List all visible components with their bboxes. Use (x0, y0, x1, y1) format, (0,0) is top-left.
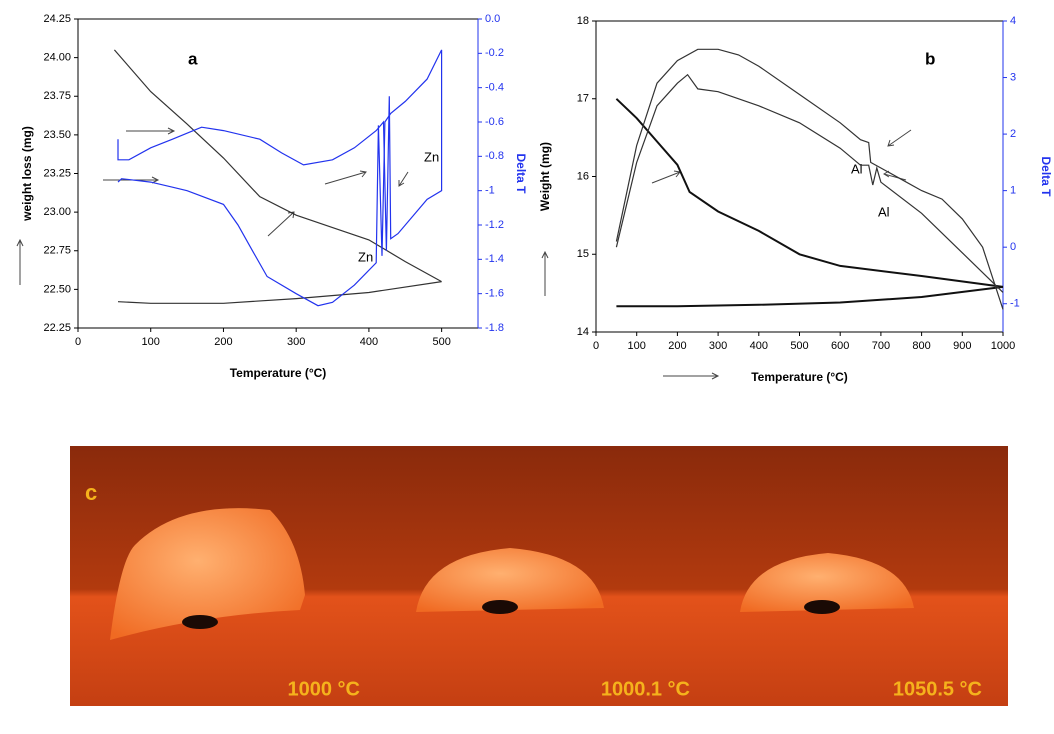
y2-tick-label: -1 (1010, 298, 1020, 310)
annotation: Zn (424, 149, 439, 164)
panel-label: b (925, 49, 935, 68)
y2-tick-label: -0.8 (485, 150, 504, 162)
x-tick-label: 200 (668, 340, 686, 352)
y-tick-label: 24.25 (43, 13, 71, 25)
y2-tick-label: -0.4 (485, 82, 504, 94)
x-tick-label: 500 (790, 340, 808, 352)
hole (482, 600, 518, 614)
x-tick-label: 500 (432, 336, 450, 348)
y2-tick-label: 0 (1010, 241, 1016, 253)
y-tick-label: 14 (577, 326, 589, 338)
y-tick-label: 22.50 (43, 283, 71, 295)
y-tick-label: 24.00 (43, 52, 71, 64)
x-tick-label: 900 (953, 340, 971, 352)
y2-tick-label: 4 (1010, 15, 1016, 27)
x-axis-label: Temperature (°C) (230, 366, 327, 380)
y-axis-label: weight loss (mg) (20, 126, 34, 222)
y-axis-label: Weight (mg) (538, 142, 552, 211)
droplet (110, 508, 305, 640)
x-axis-label: Temperature (°C) (751, 370, 848, 384)
y2-tick-label: 3 (1010, 71, 1016, 83)
y2-tick-label: -0.6 (485, 116, 504, 128)
plot-frame (595, 20, 1004, 333)
x-tick-label: 200 (214, 336, 232, 348)
data-line (117, 281, 442, 304)
x-tick-label: 400 (750, 340, 768, 352)
y2-tick-label: -0.2 (485, 47, 504, 59)
data-line (615, 73, 1004, 293)
y2-tick-label: 1 (1010, 185, 1016, 197)
y-tick-label: 23.75 (43, 90, 71, 102)
data-line (615, 48, 1004, 310)
hole (804, 600, 840, 614)
hole (182, 615, 218, 629)
y2-tick-label: -1 (485, 185, 495, 197)
data-line (117, 49, 443, 307)
x-tick-label: 800 (912, 340, 930, 352)
y-tick-label: 16 (577, 170, 589, 182)
photo-panel: c 1000 °C 1000.1 °C 1050.5 °C (70, 446, 1008, 706)
x-tick-label: 600 (831, 340, 849, 352)
y2-tick-label: -1.6 (485, 288, 504, 300)
data-line (117, 49, 443, 251)
caption: 1000 °C (288, 678, 361, 700)
x-tick-label: 400 (360, 336, 378, 348)
y-tick-label: 17 (577, 93, 589, 105)
y-tick-label: 23.00 (43, 206, 71, 218)
panel-label: c (85, 480, 97, 505)
y2-tick-label: -1.4 (485, 253, 504, 265)
data-line (615, 98, 1004, 288)
y-tick-label: 22.75 (43, 245, 71, 257)
annotation: Al (878, 204, 890, 219)
x-tick-label: 0 (75, 336, 81, 348)
x-tick-label: 300 (709, 340, 727, 352)
panel-label: a (188, 49, 198, 68)
x-tick-label: 1000 (991, 340, 1015, 352)
data-line (113, 49, 442, 283)
y-tick-label: 23.50 (43, 129, 71, 141)
y-tick-label: 15 (577, 248, 589, 260)
x-tick-label: 700 (872, 340, 890, 352)
x-tick-label: 0 (593, 340, 599, 352)
y2-axis-label: Delta T (514, 153, 528, 194)
x-tick-label: 300 (287, 336, 305, 348)
y2-axis-label: Delta T (1039, 156, 1053, 197)
x-tick-label: 100 (628, 340, 646, 352)
droplet (740, 553, 914, 612)
y2-tick-label: -1.2 (485, 219, 504, 231)
plot-frame (77, 18, 479, 329)
droplet (416, 548, 604, 612)
y2-tick-label: -1.8 (485, 322, 504, 334)
data-line (616, 285, 1004, 308)
y2-tick-label: 0.0 (485, 13, 500, 25)
y-tick-label: 22.25 (43, 322, 71, 334)
y2-tick-label: 2 (1010, 128, 1016, 140)
annotation: Zn (358, 249, 373, 264)
annotation: Al (851, 161, 863, 176)
x-tick-label: 100 (142, 336, 160, 348)
y-tick-label: 18 (577, 15, 589, 27)
caption: 1000.1 °C (601, 678, 690, 700)
y-tick-label: 23.25 (43, 167, 71, 179)
caption: 1050.5 °C (893, 678, 982, 700)
